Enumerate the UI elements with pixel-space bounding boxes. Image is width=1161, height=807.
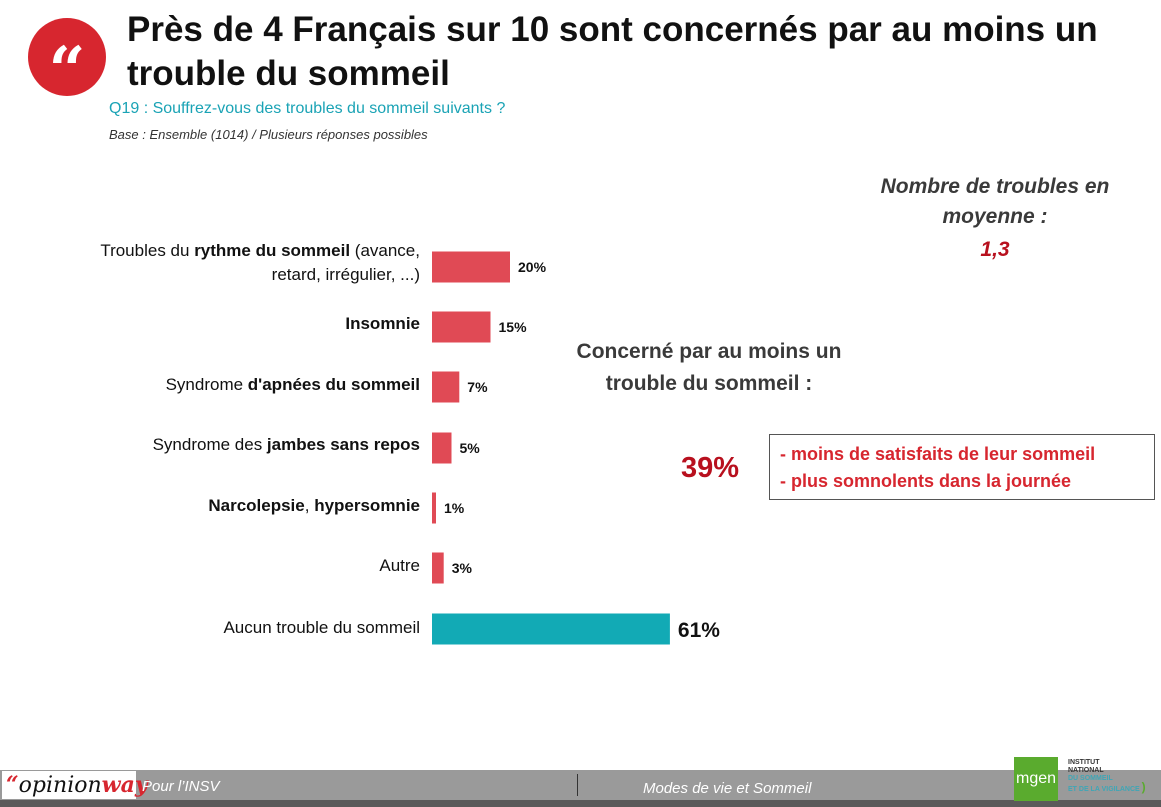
insv-logo: INSTITUT NATIONAL DU SOMMEIL ET DE LA VI… bbox=[1068, 759, 1146, 794]
bar-value-label-3: 5% bbox=[460, 440, 481, 456]
page-title: Près de 4 Français sur 10 sont concernés… bbox=[127, 10, 1098, 93]
bar-6 bbox=[432, 613, 670, 645]
footer-bottom-strip bbox=[0, 800, 1161, 807]
footer-separator bbox=[577, 774, 578, 796]
bar-value-label-6: 61% bbox=[678, 619, 720, 642]
bar-4 bbox=[432, 492, 436, 524]
category-label-rythme: Troubles du rythme du sommeil (avance, r… bbox=[100, 241, 420, 284]
concern-value: 39% bbox=[680, 452, 740, 484]
bar-value-label-5: 3% bbox=[452, 560, 473, 576]
bar-2 bbox=[432, 371, 460, 403]
bar-value-label-2: 7% bbox=[467, 379, 488, 395]
mgen-logo: mgen bbox=[1014, 757, 1058, 801]
footer-client: Pour l’INSV bbox=[142, 778, 220, 795]
question-text: Q19 : Souffrez-vous des troubles du somm… bbox=[109, 100, 506, 117]
category-label-jambes: Syndrome des jambes sans repos bbox=[152, 435, 420, 454]
bar-5 bbox=[432, 552, 444, 584]
category-label-autre: Autre bbox=[379, 556, 420, 575]
quote-icon: “ bbox=[28, 18, 106, 103]
footer-bar bbox=[0, 770, 1161, 800]
average-value: 1,3 bbox=[980, 238, 1010, 261]
concern-point-somnolence: - plus somnolents dans la journée bbox=[780, 471, 1072, 491]
opinionway-logo: “opinionway bbox=[2, 771, 148, 799]
average-label: Nombre de troubles en moyenne : bbox=[880, 175, 1110, 228]
bar-value-label-4: 1% bbox=[444, 500, 465, 516]
concern-point-satisfaction: - moins de satisfaits de leur sommeil bbox=[780, 444, 1096, 464]
category-label-aucun: Aucun trouble du sommeil bbox=[223, 618, 420, 637]
base-note: Base : Ensemble (1014) / Plusieurs répon… bbox=[109, 127, 428, 142]
concern-details-box: - moins de satisfaits de leur sommeil - … bbox=[769, 434, 1155, 500]
category-label-insomnie: Insomnie bbox=[345, 314, 420, 333]
bar-value-label-0: 20% bbox=[518, 259, 547, 275]
category-label-narcolepsie: Narcolepsie, hypersomnie bbox=[208, 496, 420, 515]
bar-1 bbox=[432, 311, 491, 343]
bar-value-label-1: 15% bbox=[499, 319, 528, 335]
concern-label: Concerné par au moins un trouble du somm… bbox=[576, 340, 842, 395]
bar-0 bbox=[432, 251, 510, 283]
bar-3 bbox=[432, 432, 452, 464]
footer-study-title: Modes de vie et Sommeil bbox=[643, 780, 812, 797]
category-label-apnees: Syndrome d'apnées du sommeil bbox=[165, 375, 420, 394]
